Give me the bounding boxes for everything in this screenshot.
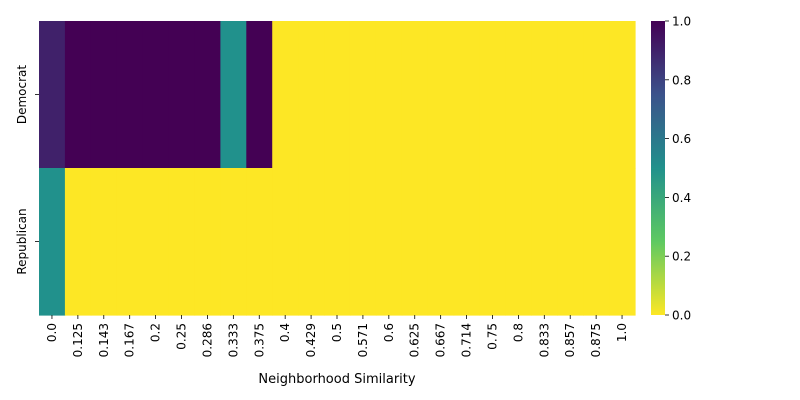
x-tick-label: 0.714 <box>460 323 474 357</box>
x-tick-label: 0.667 <box>434 323 448 357</box>
heatmap-cell <box>375 168 403 316</box>
colorbar-tick-label: 0.2 <box>672 250 691 264</box>
heatmap-cell <box>324 168 351 316</box>
x-tick-label: 0.429 <box>304 323 318 357</box>
colorbar <box>651 21 665 315</box>
heatmap-cell <box>39 21 66 169</box>
heatmap-cell <box>427 168 455 316</box>
heatmap-cell <box>427 21 455 169</box>
heatmap-cell <box>375 21 403 169</box>
heatmap-cell <box>272 21 299 169</box>
heatmap-cell <box>194 168 221 316</box>
x-tick-label: 0.167 <box>123 323 137 357</box>
colorbar-tick-label: 0.0 <box>672 309 691 323</box>
heatmap-cell <box>505 168 532 316</box>
heatmap-cell <box>583 21 610 169</box>
heatmap-cell <box>194 21 221 169</box>
heatmap-cell <box>557 168 584 316</box>
x-tick-label: 0.857 <box>563 323 577 357</box>
x-tick-label: 0.375 <box>252 323 266 357</box>
heatmap-cell <box>609 168 636 316</box>
heatmap-cell <box>531 21 558 169</box>
heatmap-cell <box>453 168 481 316</box>
x-tick-label: 0.143 <box>97 323 111 357</box>
heatmap-cell <box>142 21 170 169</box>
heatmap-cell <box>298 21 325 169</box>
heatmap-cell <box>90 168 118 316</box>
x-tick-label: 0.333 <box>226 323 240 357</box>
x-tick-label: 0.0 <box>45 323 59 342</box>
heatmap-cell <box>168 168 196 316</box>
colorbar-tick-label: 0.8 <box>672 73 691 87</box>
colorbar-tick-label: 0.6 <box>672 132 691 146</box>
colorbar-tick-label: 0.4 <box>672 191 691 205</box>
x-tick-label: 0.5 <box>330 323 344 342</box>
x-axis-ticks: 0.0 0.125 0.143 0.167 0.2 0.25 0.286 0.333 0.375… <box>45 315 629 357</box>
heatmap-cell <box>557 21 584 169</box>
heatmap-cell <box>349 21 377 169</box>
heatmap-cell <box>116 168 144 316</box>
x-tick-label: 0.833 <box>537 323 551 357</box>
heatmap-cell <box>116 21 144 169</box>
heatmap-cell <box>220 21 247 169</box>
heatmap-cell <box>272 168 299 316</box>
x-tick-label: 0.125 <box>71 323 85 357</box>
heatmap-cells <box>39 21 636 316</box>
heatmap-cell <box>246 21 273 169</box>
y-axis-ticks: Democrat Republican <box>15 65 39 275</box>
y-tick-label: Democrat <box>15 65 29 125</box>
heatmap-cell <box>401 168 429 316</box>
heatmap-cell <box>453 21 481 169</box>
x-axis-label: Neighborhood Similarity <box>258 372 415 387</box>
heatmap-cell <box>349 168 377 316</box>
x-tick-label: 0.25 <box>175 323 189 350</box>
heatmap-cell <box>246 168 273 316</box>
x-tick-label: 0.6 <box>382 323 396 342</box>
heatmap-cell <box>479 168 507 316</box>
heatmap-cell <box>168 21 196 169</box>
x-tick-label: 1.0 <box>615 323 629 342</box>
heatmap-cell <box>142 168 170 316</box>
heatmap-cell <box>324 21 351 169</box>
x-tick-label: 0.571 <box>356 323 370 357</box>
y-tick-label: Republican <box>15 208 29 274</box>
x-tick-label: 0.286 <box>200 323 214 357</box>
x-tick-label: 0.2 <box>149 323 163 342</box>
x-tick-label: 0.875 <box>589 323 603 357</box>
heatmap-cell <box>39 168 66 316</box>
heatmap-cell <box>609 21 636 169</box>
heatmap-cell <box>298 168 325 316</box>
colorbar-ticks: 0.0 0.2 0.4 0.6 0.8 1.0 <box>665 15 691 323</box>
heatmap-cell <box>479 21 507 169</box>
heatmap-cell <box>64 21 92 169</box>
heatmap-cell <box>220 168 247 316</box>
heatmap-cell <box>583 168 610 316</box>
heatmap-cell <box>531 168 558 316</box>
x-tick-label: 0.625 <box>408 323 422 357</box>
heatmap-cell <box>505 21 532 169</box>
x-tick-label: 0.8 <box>511 323 525 342</box>
heatmap-cell <box>401 21 429 169</box>
x-tick-label: 0.75 <box>485 323 499 350</box>
heatmap-cell <box>64 168 92 316</box>
colorbar-tick-label: 1.0 <box>672 15 691 29</box>
heatmap-cell <box>90 21 118 169</box>
x-tick-label: 0.4 <box>278 323 292 342</box>
